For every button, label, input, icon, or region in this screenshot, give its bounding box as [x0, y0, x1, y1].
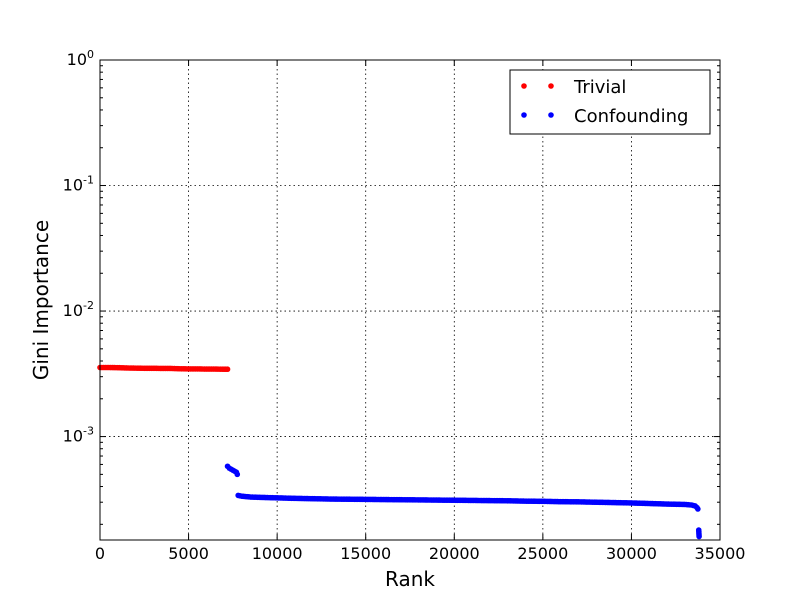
data-point-confounding	[696, 533, 702, 540]
data-point-confounding	[234, 471, 241, 478]
legend: Trivial Confounding	[509, 69, 711, 135]
legend-trivial-marker-1	[521, 83, 527, 89]
legend-trivial-label: Trivial	[573, 77, 626, 98]
x-tick-label: 35000	[695, 544, 746, 563]
y-tick-label: 10-2	[63, 299, 94, 320]
data-point-confounding	[695, 506, 701, 512]
y-tick-label-exponent: -2	[83, 299, 94, 312]
y-tick-label: 10-1	[63, 174, 94, 195]
x-tick-label: 15000	[340, 544, 391, 563]
y-tick-label-base: 10	[63, 301, 83, 320]
x-tick-label: 20000	[429, 544, 480, 563]
y-tick-label-base: 10	[63, 176, 83, 195]
ticks-layer: 0 5000 10000 15000 20000 25000 30000 3500010-31…	[63, 48, 746, 563]
x-axis-label: Rank	[385, 567, 435, 591]
x-tick-label: 0	[95, 544, 105, 563]
legend-trivial-marker-2	[548, 83, 554, 89]
plot-frame	[99, 59, 721, 541]
legend-confounding-marker-2	[548, 112, 554, 118]
data-layer	[97, 364, 702, 540]
y-axis-label: Gini Importance	[29, 220, 53, 380]
x-tick-label: 25000	[517, 544, 568, 563]
data-point-trivial	[224, 366, 231, 373]
y-tick-label-base: 10	[63, 427, 83, 446]
y-tick-label: 10-3	[63, 425, 94, 446]
y-tick-label-exponent: -3	[83, 425, 94, 438]
y-tick-label-exponent: -1	[83, 174, 94, 187]
grid-layer	[100, 60, 720, 540]
legend-confounding-label: Confounding	[574, 106, 688, 127]
y-tick-label: 100	[67, 48, 94, 69]
x-tick-label: 30000	[606, 544, 657, 563]
legend-confounding-marker-1	[521, 112, 527, 118]
legend-frame	[509, 69, 711, 135]
x-tick-label: 5000	[168, 544, 209, 563]
y-tick-label-exponent: 0	[87, 48, 94, 61]
y-tick-label-base: 10	[67, 50, 87, 69]
x-tick-label: 10000	[252, 544, 303, 563]
